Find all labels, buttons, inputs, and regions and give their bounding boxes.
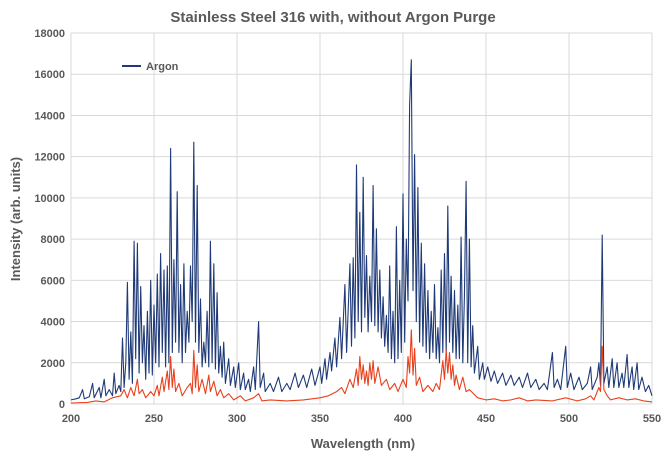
x-tick-label: 550 xyxy=(643,413,661,425)
x-tick-label: 200 xyxy=(62,413,80,425)
y-tick-label: 16000 xyxy=(34,69,65,81)
legend-label-argon: Argon xyxy=(146,61,179,73)
tick-labels: 0 2000 4000 6000 8000 10000 12000 14000 16000 180… xyxy=(34,28,661,425)
x-tick-label: 300 xyxy=(228,413,246,425)
series-line-without-argon xyxy=(70,329,653,404)
y-tick-label: 14000 xyxy=(34,110,65,122)
x-axis-title: Wavelength (nm) xyxy=(311,436,415,451)
y-tick-label: 4000 xyxy=(41,317,65,329)
gridlines xyxy=(70,32,653,405)
x-tick-label: 450 xyxy=(477,413,495,425)
y-tick-label: 12000 xyxy=(34,152,65,164)
y-tick-label: 6000 xyxy=(41,275,65,287)
y-axis-title: Intensity (arb. units) xyxy=(8,157,23,281)
legend: Argon xyxy=(122,61,179,73)
y-tick-label: 8000 xyxy=(41,234,65,246)
y-tick-label: 10000 xyxy=(34,193,65,205)
x-tick-label: 250 xyxy=(145,413,163,425)
x-tick-label: 500 xyxy=(560,413,578,425)
y-tick-label: 18000 xyxy=(34,28,65,40)
y-tick-label: 2000 xyxy=(41,358,65,370)
y-tick-label: 0 xyxy=(59,399,65,411)
x-tick-label: 400 xyxy=(394,413,412,425)
x-tick-label: 350 xyxy=(311,413,329,425)
series-line-argon xyxy=(70,59,653,401)
data-series xyxy=(70,59,653,404)
chart-title: Stainless Steel 316 with, without Argon … xyxy=(170,9,495,26)
